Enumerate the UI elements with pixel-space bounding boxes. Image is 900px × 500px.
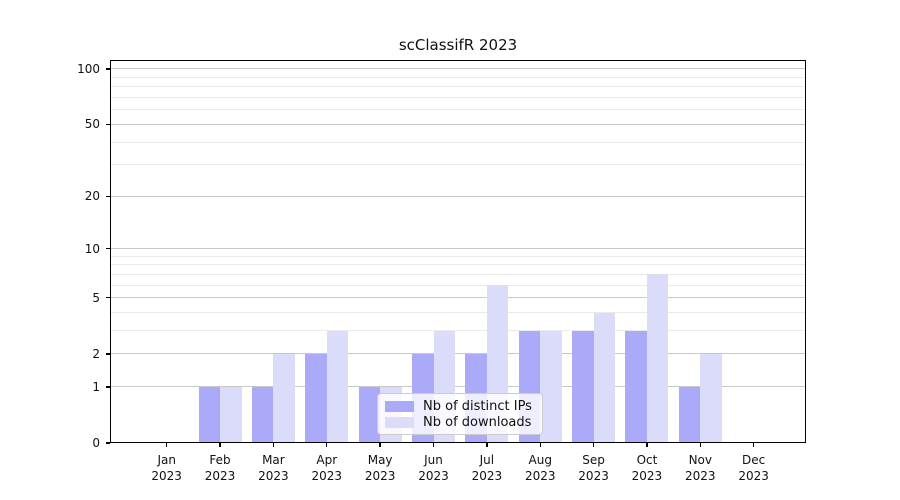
x-tick-mark [219,443,221,447]
x-tick-label: Jan 2023 [151,453,182,483]
gridline-major [110,248,806,250]
bar [593,312,616,443]
legend-label-downloads: Nb of downloads [423,415,532,430]
x-tick-label: May 2023 [364,453,396,483]
bar [572,330,594,443]
bar [646,274,669,443]
gridline-minor [110,330,806,332]
gridline-major [110,353,806,355]
x-tick-mark [486,443,488,447]
y-tick-label: 50 [84,117,100,132]
y-tick-label: 5 [92,290,100,305]
y-tick-label: 1 [92,379,100,394]
gridline-major [110,386,806,388]
gridline-minor [110,255,806,257]
bar [251,386,274,443]
gridline-major [110,195,806,197]
x-tick-label: Apr 2023 [311,453,343,483]
x-tick-mark [699,443,701,447]
plot-area [110,60,806,443]
y-tick-label: 2 [92,346,100,361]
legend-swatch-distinct-ips-icon [385,401,414,412]
bar [273,353,295,443]
x-tick-mark [272,443,275,447]
x-tick-label: Feb 2023 [204,453,236,483]
bar [198,386,221,443]
y-tick-label: 0 [92,436,100,450]
gridline-minor [110,284,806,286]
bar [540,330,562,443]
y-tick-mark [106,195,110,197]
bar [678,386,701,443]
x-tick-mark [752,443,755,447]
gridline-major [110,68,806,70]
gridline-minor [110,273,806,275]
x-tick-label: Jun 2023 [418,453,449,483]
legend: Nb of distinct IPs Nb of downloads [377,393,543,435]
legend-item-downloads: Nb of downloads [385,415,535,430]
bar [700,353,722,443]
chart-title: scClassifR 2023 [398,36,518,54]
x-tick-label: Sep 2023 [578,453,609,483]
x-tick-mark [646,443,648,447]
bar [305,353,327,443]
x-tick-label: Dec 2023 [738,453,769,483]
x-tick-label: Mar 2023 [258,453,289,483]
y-tick-mark [106,247,110,250]
x-tick-label: Aug 2023 [524,453,556,483]
legend-item-distinct-ips: Nb of distinct IPs [385,399,535,414]
gridline-minor [110,109,806,111]
y-tick-label: 20 [84,189,100,204]
y-tick-label: 100 [77,61,100,76]
y-tick-mark [106,386,110,388]
y-tick-mark [106,123,110,126]
x-tick-mark [592,443,595,447]
bar [326,330,349,443]
x-tick-mark [379,443,381,447]
x-tick-mark [166,443,168,447]
gridline-major [110,297,806,299]
gridline-minor [110,264,806,266]
gridline-minor [110,97,806,99]
gridline-minor [110,141,806,143]
y-tick-mark [106,68,110,70]
x-tick-mark [326,443,328,447]
x-tick-mark [539,443,541,447]
gridline-major [110,123,806,125]
y-tick-mark [106,297,110,299]
y-tick-mark [106,353,110,355]
gridline-minor [110,312,806,314]
y-tick-mark [106,442,110,444]
gridline-minor [110,164,806,166]
x-tick-mark [432,443,435,447]
bar [220,386,242,443]
legend-label-distinct-ips: Nb of distinct IPs [423,399,532,414]
x-tick-label: Jul 2023 [471,453,503,483]
gridline-minor [110,86,806,88]
gridline-minor [110,76,806,78]
bar [625,330,647,443]
bar [358,386,381,443]
legend-swatch-downloads-icon [385,417,414,428]
y-tick-label: 10 [84,241,100,256]
x-tick-label: Nov 2023 [685,453,716,483]
x-tick-label: Oct 2023 [631,453,663,483]
